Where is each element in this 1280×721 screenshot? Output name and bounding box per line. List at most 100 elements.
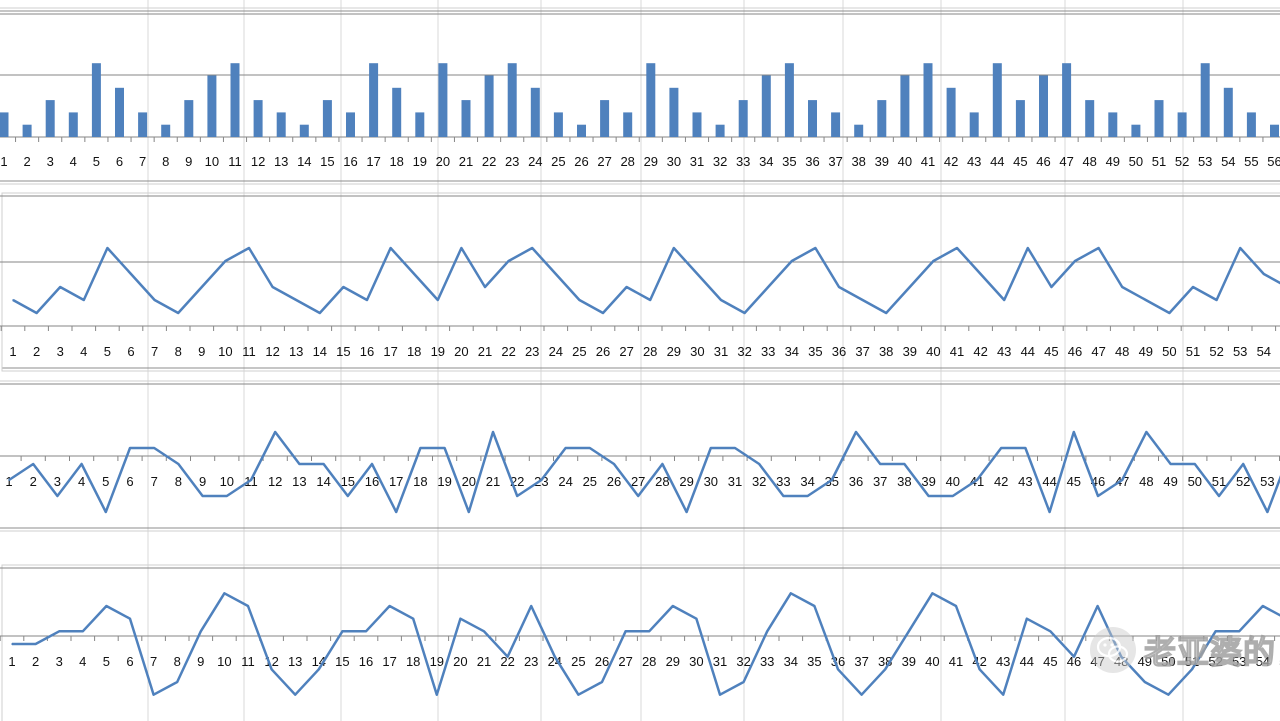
x-tick-label: 43: [967, 154, 981, 169]
x-tick-label: 1: [9, 344, 16, 359]
x-tick-label: 29: [667, 344, 681, 359]
line-point: [649, 299, 651, 301]
line-point: [956, 247, 958, 249]
x-tick-label: 33: [760, 654, 774, 669]
line-point: [860, 693, 863, 696]
x-tick-label: 45: [1067, 474, 1081, 489]
x-tick-label: 16: [343, 154, 357, 169]
line-point: [295, 299, 298, 301]
bar: [1131, 124, 1141, 137]
line-point: [555, 273, 557, 275]
line-point: [720, 299, 722, 301]
x-tick-label: 3: [54, 474, 61, 489]
bar: [1246, 112, 1256, 137]
line-point: [342, 286, 345, 288]
x-tick-label: 2: [33, 344, 40, 359]
line-point: [767, 286, 769, 288]
chart-frame: [0, 10, 1280, 182]
line-point: [443, 447, 446, 449]
x-tick-label: 8: [175, 344, 182, 359]
bar: [299, 124, 309, 137]
line-point: [224, 260, 227, 262]
x-tick-label: 34: [784, 654, 798, 669]
x-tick-label: 30: [704, 474, 718, 489]
x-tick-label: 2: [23, 154, 30, 169]
line-point: [1049, 630, 1052, 633]
line-point: [758, 463, 760, 465]
bar: [646, 63, 656, 138]
x-tick-label: 53: [1232, 654, 1246, 669]
bar: [0, 112, 9, 137]
bar: [946, 87, 956, 137]
x-tick-label: 53: [1233, 344, 1247, 359]
x-tick-label: 37: [855, 344, 869, 359]
bar: [992, 63, 1002, 138]
x-tick-label: 44: [1021, 344, 1035, 359]
line-point: [341, 630, 344, 633]
x-tick-label: 17: [382, 654, 396, 669]
x-tick-label: 11: [244, 474, 258, 489]
line-point: [1144, 681, 1146, 683]
line-point: [11, 643, 13, 645]
line-point: [516, 495, 518, 497]
x-tick-label: 29: [644, 154, 658, 169]
x-tick-label: 30: [667, 154, 681, 169]
x-tick-label: 13: [274, 154, 288, 169]
x-tick-label: 4: [80, 344, 87, 359]
x-tick-label: 22: [482, 154, 496, 169]
line-point: [83, 299, 85, 301]
line-point: [602, 312, 604, 314]
bar: [715, 124, 725, 137]
line-point: [813, 605, 816, 607]
x-tick-label: 16: [360, 344, 374, 359]
line-point: [271, 286, 274, 288]
x-tick-label: 53: [1260, 474, 1274, 489]
x-tick-label: 34: [785, 344, 799, 359]
x-tick-label: 29: [666, 654, 680, 669]
bar: [45, 100, 55, 137]
line-point: [931, 592, 934, 595]
bar: [669, 87, 679, 137]
line-point: [1169, 463, 1172, 465]
line-point: [437, 299, 439, 301]
line-point: [484, 286, 486, 288]
line-point: [879, 463, 881, 465]
x-tick-label: 14: [316, 474, 330, 489]
x-tick-label: 37: [873, 474, 887, 489]
line-point: [1000, 447, 1002, 449]
bar: [877, 100, 887, 137]
line-point: [1050, 286, 1053, 288]
line-point: [1214, 630, 1217, 633]
bar: [438, 63, 448, 138]
x-tick-label: 26: [574, 154, 588, 169]
x-tick-label: 18: [389, 154, 403, 169]
line-point: [436, 693, 438, 696]
x-tick-label: 27: [631, 474, 645, 489]
x-tick-label: 25: [583, 474, 597, 489]
line-point: [1239, 247, 1241, 249]
line-point: [388, 605, 391, 607]
x-tick-label: 31: [690, 154, 704, 169]
line-point: [226, 495, 228, 497]
x-tick-label: 35: [807, 654, 821, 669]
x-tick-label: 48: [1115, 344, 1129, 359]
x-tick-label: 7: [150, 654, 157, 669]
line-point: [176, 681, 178, 683]
x-tick-label: 40: [925, 654, 939, 669]
bar: [138, 112, 148, 137]
x-tick-label: 21: [459, 154, 473, 169]
line-point: [347, 495, 349, 497]
x-tick-label: 47: [1090, 654, 1104, 669]
line-point: [719, 693, 721, 696]
line-point: [294, 693, 297, 696]
x-tick-label: 46: [1067, 654, 1081, 669]
line-point: [1097, 495, 1099, 497]
x-tick-label: 38: [879, 344, 893, 359]
line-point: [885, 312, 887, 314]
x-tick-label: 5: [93, 154, 100, 169]
x-tick-label: 55: [1244, 154, 1258, 169]
x-tick-label: 12: [268, 474, 282, 489]
x-tick-label: 54: [1257, 344, 1271, 359]
line-point: [1191, 668, 1193, 671]
line-point: [976, 479, 978, 481]
